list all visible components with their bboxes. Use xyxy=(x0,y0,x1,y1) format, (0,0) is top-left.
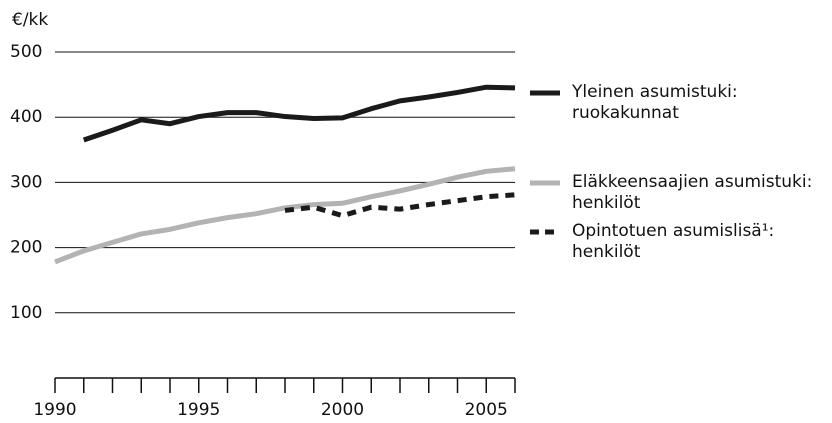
legend-label: Opintotuen asumislisä¹: henkilöt xyxy=(572,221,775,262)
y-tick-label: 400 xyxy=(10,107,42,127)
y-axis-label: €/kk xyxy=(12,10,48,30)
legend-label: Eläkkeensaajien asumistuki: henkilöt xyxy=(572,172,813,213)
x-tick-label: 2005 xyxy=(465,400,508,420)
x-tick-label: 2000 xyxy=(321,400,364,420)
series-line xyxy=(82,84,516,143)
x-tick-label: 1995 xyxy=(177,400,220,420)
y-tick-label: 200 xyxy=(10,238,42,258)
series-line xyxy=(284,192,516,219)
y-tick-label: 500 xyxy=(10,42,42,62)
y-tick-label: 100 xyxy=(10,303,42,323)
series-line xyxy=(54,166,516,265)
legend-label: Yleinen asumistuki: ruokakunnat xyxy=(572,82,738,123)
y-tick-label: 300 xyxy=(10,172,42,192)
x-tick-label: 1990 xyxy=(33,400,76,420)
